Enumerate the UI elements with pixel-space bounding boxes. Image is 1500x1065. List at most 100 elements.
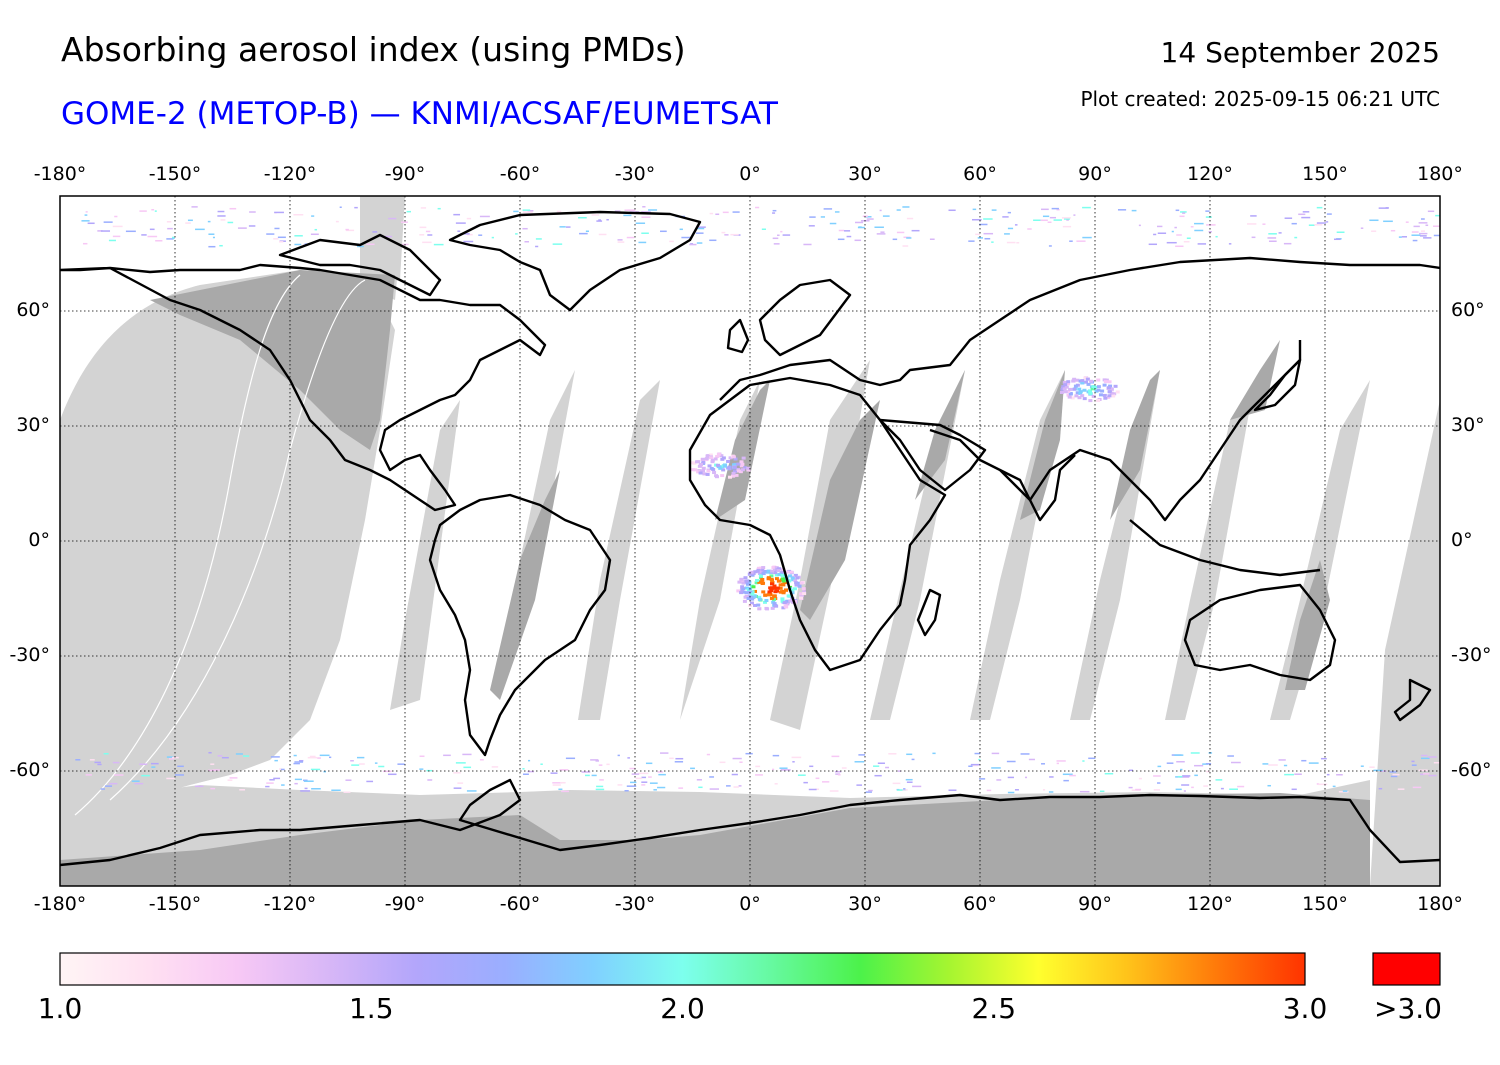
- aerosol-pixel: [354, 206, 358, 209]
- swath-gap-1: [390, 400, 460, 710]
- aerosol-pixel: [1157, 782, 1161, 784]
- aerosol-pixel: [706, 753, 711, 756]
- aerosol-pixel: [724, 234, 729, 236]
- aerosol-pixel: [187, 219, 193, 222]
- lat-tick-label-right: -60°: [1451, 759, 1492, 781]
- aerosol-pixel: [1175, 788, 1182, 791]
- map-grid: [60, 196, 1440, 886]
- aerosol-pixel: [856, 784, 863, 786]
- aerosol-pixel: [565, 226, 571, 228]
- aerosol-pixel: [1048, 245, 1052, 247]
- aerosol-pixel: [343, 791, 351, 793]
- map-frame: [59, 195, 1441, 887]
- aerosol-pixel: [1061, 217, 1071, 219]
- aerosol-pixel: [788, 599, 793, 603]
- aerosol-pixel: [177, 765, 184, 768]
- aerosol-pixel: [382, 770, 392, 773]
- aerosol-pixel: [793, 578, 798, 582]
- aerosol-pixel: [1128, 786, 1133, 789]
- aerosol-pixel: [733, 457, 738, 461]
- aerosol-pixel: [419, 755, 425, 758]
- aerosol-pixel: [772, 594, 777, 598]
- aerosol-pixel: [781, 579, 786, 583]
- dark-swath-india: [1020, 370, 1065, 520]
- aerosol-pixel: [877, 762, 885, 765]
- aerosol-pixel: [675, 757, 684, 760]
- aerosol-pixel: [1420, 773, 1425, 776]
- aerosol-pixel: [598, 764, 603, 766]
- aerosol-pixel: [739, 591, 744, 595]
- africa-coast: [688, 376, 947, 672]
- lon-tick-label-top: -180°: [33, 163, 87, 185]
- aerosol-pixel: [740, 468, 745, 472]
- aerosol-pixel: [726, 466, 731, 470]
- aerosol-pixel: [669, 757, 674, 760]
- aerosol-pixel: [1056, 208, 1060, 211]
- aerosol-pixel: [1080, 394, 1085, 398]
- aerosol-pixel: [1369, 766, 1375, 768]
- aerosol-pixel: [280, 768, 285, 771]
- aerosol-pixel: [760, 568, 765, 572]
- aerosol-pixel: [1071, 379, 1076, 383]
- aerosol-pixel: [755, 774, 763, 776]
- aerosol-pixel: [82, 242, 88, 245]
- aerosol-pixel: [782, 601, 787, 605]
- aerosol-pixel: [585, 774, 590, 777]
- aerosol-pixel: [112, 235, 121, 238]
- aerosol-pixel: [750, 573, 755, 577]
- aerosol-pixel: [732, 470, 737, 474]
- aerosol-pixel: [1419, 235, 1427, 237]
- aerosol-pixel: [425, 230, 431, 233]
- aerosol-pixel: [772, 754, 780, 757]
- aerosol-pixel: [779, 570, 784, 574]
- antarctica-dark: [60, 793, 1370, 886]
- aerosol-pixel: [743, 466, 748, 470]
- aerosol-pixel: [635, 222, 646, 224]
- aerosol-pixel: [1294, 773, 1302, 775]
- aerosol-pixel: [728, 456, 733, 460]
- aerosol-pixel: [977, 237, 983, 239]
- aerosol-pixel: [720, 474, 725, 478]
- aerosol-pixel: [751, 585, 756, 589]
- aerosol-pixel: [1383, 220, 1393, 223]
- aerosol-pixel: [979, 223, 988, 226]
- dark-swath-africa: [800, 400, 880, 620]
- aerosol-pixel: [734, 473, 739, 477]
- indonesia-coast: [1129, 519, 1321, 577]
- aerosol-pixel: [1103, 396, 1108, 400]
- dark-swath-sa: [490, 470, 560, 700]
- aerosol-pixel: [1014, 224, 1018, 226]
- aerosol-pixel: [741, 581, 746, 585]
- aerosol-pixel: [1301, 216, 1311, 219]
- aerosol-pixel: [837, 773, 841, 776]
- aerosol-pixel: [808, 225, 815, 227]
- aerosol-pixel: [1091, 385, 1096, 389]
- aerosol-pixel: [1418, 222, 1428, 224]
- aerosol-pixel: [1060, 387, 1065, 391]
- aerosol-pixel: [217, 210, 225, 213]
- aerosol-pixel: [1107, 390, 1112, 394]
- aerosol-pixel: [335, 220, 339, 223]
- aerosol-pixel: [210, 787, 216, 790]
- aerosol-pixel: [1157, 765, 1162, 768]
- aerosol-pixel: [710, 458, 715, 462]
- aerosol-pixel: [596, 220, 603, 222]
- aerosol-pixel: [219, 244, 223, 247]
- aerosol-pixel: [732, 463, 737, 467]
- aerosol-pixel: [1194, 222, 1204, 225]
- aerosol-pixel: [743, 576, 748, 580]
- aerosol-pixel: [350, 760, 354, 762]
- aerosol-pixel: [760, 582, 765, 586]
- aerosol-pixel: [641, 784, 646, 786]
- aerosol-pixel: [911, 229, 920, 232]
- aerosol-pixel: [151, 209, 155, 211]
- aerosol-pixel: [858, 226, 862, 228]
- lon-tick-label-bottom: -30°: [614, 893, 656, 915]
- aerosol-pixel: [906, 217, 914, 220]
- colorbar-tick-label: 2.0: [660, 992, 705, 1025]
- aerosol-pixel: [948, 789, 957, 791]
- aerosol-pixel: [758, 572, 763, 576]
- aerosol-pixel: [809, 765, 814, 768]
- aerosol-pixel: [1077, 396, 1082, 400]
- aerosol-pixel: [991, 209, 997, 211]
